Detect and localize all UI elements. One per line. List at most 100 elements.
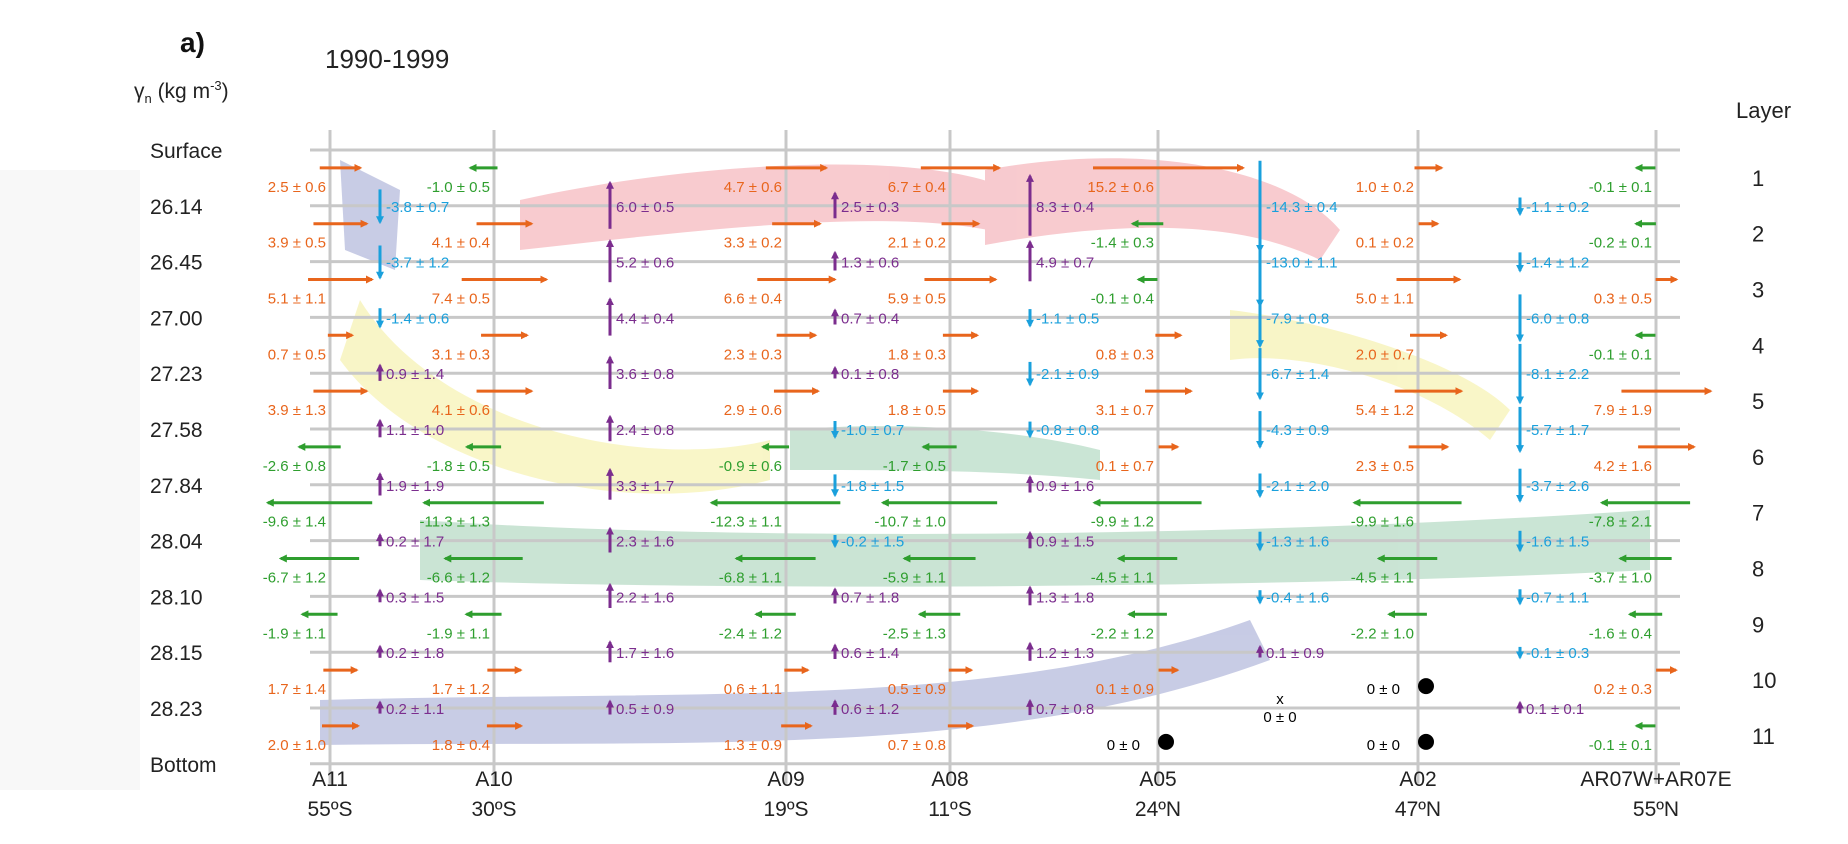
transport-label: -5.9 ± 1.1 — [883, 570, 946, 587]
transport-label: -0.7 ± 1.1 — [1526, 589, 1589, 606]
yellow-band-south — [340, 300, 770, 494]
density-label: Bottom — [150, 754, 217, 777]
transport-label: 3.3 ± 0.2 — [724, 235, 782, 252]
panel-label: a) — [180, 27, 205, 58]
section-latitude: 30ºS — [471, 798, 516, 821]
bottom-northward-band — [320, 620, 1270, 745]
transport-label: -5.7 ± 1.7 — [1526, 422, 1589, 439]
yellow-band-north — [1230, 310, 1510, 440]
transport-label: 5.2 ± 0.6 — [616, 255, 674, 272]
transport-label: 2.4 ± 0.8 — [616, 422, 674, 439]
transport-label: 4.1 ± 0.4 — [432, 235, 490, 252]
transport-label: 1.8 ± 0.5 — [888, 402, 946, 419]
transport-label: 0 ± 0 — [1367, 737, 1400, 754]
density-label: 27.84 — [150, 475, 203, 498]
transport-label: 0.5 ± 0.9 — [888, 681, 946, 698]
transport-label: 1.3 ± 0.6 — [841, 255, 899, 272]
transport-label: 7.4 ± 0.5 — [432, 291, 490, 308]
transport-label: 5.0 ± 1.1 — [1356, 291, 1414, 308]
transport-label: -2.2 ± 1.0 — [1351, 625, 1414, 642]
transport-label: -1.4 ± 0.3 — [1091, 235, 1154, 252]
layer-number: 5 — [1752, 389, 1764, 414]
transport-label: 3.6 ± 0.8 — [616, 366, 674, 383]
transport-label: 0 ± 0 — [1367, 681, 1400, 698]
section-latitude: 47ºN — [1395, 798, 1441, 821]
transport-label: -1.1 ± 0.2 — [1526, 199, 1589, 216]
transport-label: 0.3 ± 0.5 — [1594, 291, 1652, 308]
transport-label: -1.9 ± 1.1 — [427, 625, 490, 642]
layer-number: 11 — [1752, 724, 1775, 749]
transport-label: 3.9 ± 0.5 — [268, 235, 326, 252]
transport-label: 1.2 ± 1.3 — [1036, 645, 1094, 662]
transport-label: -1.6 ± 1.5 — [1526, 534, 1589, 551]
transport-label: 5.4 ± 1.2 — [1356, 402, 1414, 419]
zero-cross-mark: x — [1276, 691, 1284, 708]
transport-label: 0.1 ± 0.9 — [1266, 645, 1324, 662]
left-watermark — [0, 170, 140, 790]
density-grid — [310, 148, 1680, 766]
transport-label: -1.8 ± 0.5 — [427, 458, 490, 475]
transport-label: 4.1 ± 0.6 — [432, 402, 490, 419]
transport-label: -6.6 ± 1.2 — [427, 570, 490, 587]
transport-label: -9.6 ± 1.4 — [263, 514, 326, 531]
transport-label: 6.0 ± 0.5 — [616, 199, 674, 216]
transport-label: -0.9 ± 0.6 — [719, 458, 782, 475]
transport-label: -8.1 ± 2.2 — [1526, 366, 1589, 383]
transport-label: 2.0 ± 0.7 — [1356, 346, 1414, 363]
density-label: 26.14 — [150, 196, 203, 219]
transport-label: 2.3 ± 1.6 — [616, 534, 674, 551]
density-label: 28.10 — [150, 586, 203, 609]
transport-label: 2.5 ± 0.3 — [841, 199, 899, 216]
transport-label: 0.7 ± 1.8 — [841, 589, 899, 606]
transport-label: -3.7 ± 2.6 — [1526, 478, 1589, 495]
transport-label: -0.2 ± 1.5 — [841, 534, 904, 551]
density-label: 26.45 — [150, 252, 203, 275]
y-axis-symbol: γ — [134, 80, 145, 103]
y-axis-label: γn (kg m-3) — [134, 78, 229, 106]
transport-label: -7.8 ± 2.1 — [1589, 514, 1652, 531]
transport-label: 2.9 ± 0.6 — [724, 402, 782, 419]
transport-label: 1.8 ± 0.4 — [432, 737, 490, 754]
transport-label: -6.0 ± 0.8 — [1526, 310, 1589, 327]
section-latitude: 55ºS — [307, 798, 352, 821]
transport-label: 2.1 ± 0.2 — [888, 235, 946, 252]
y-axis-subscript: n — [145, 91, 152, 106]
transport-label: 0.2 ± 0.3 — [1594, 681, 1652, 698]
transport-label: 1.7 ± 1.2 — [432, 681, 490, 698]
mid-southward-band — [790, 426, 1100, 480]
layer-number: 2 — [1752, 222, 1764, 247]
density-label: Surface — [150, 140, 222, 163]
transport-label: 0.1 ± 0.9 — [1096, 681, 1154, 698]
transport-label: 0.6 ± 1.2 — [841, 701, 899, 718]
upper-northward-band-east — [985, 158, 1340, 260]
transport-label: 8.3 ± 0.4 — [1036, 199, 1094, 216]
transport-label: 3.9 ± 1.3 — [268, 402, 326, 419]
transport-label: 1.1 ± 1.0 — [386, 422, 444, 439]
section-latitude: 19ºS — [763, 798, 808, 821]
transport-label: 4.4 ± 0.4 — [616, 310, 674, 327]
transport-label: -0.1 ± 0.3 — [1526, 645, 1589, 662]
section-name: A05 — [1139, 768, 1176, 791]
transport-label: -3.8 ± 0.7 — [386, 199, 449, 216]
layer-number: 7 — [1752, 501, 1764, 526]
section-latitude: 55ºN — [1633, 798, 1679, 821]
transport-label: 0.9 ± 1.5 — [1036, 534, 1094, 551]
section-name: A02 — [1399, 768, 1436, 791]
transport-label: 7.9 ± 1.9 — [1594, 402, 1652, 419]
transport-label: -6.7 ± 1.4 — [1266, 366, 1329, 383]
transport-label: 0.1 ± 0.8 — [841, 366, 899, 383]
section-latitude: 11ºS — [928, 798, 971, 821]
circulation-bands — [320, 158, 1650, 745]
transport-label: 1.0 ± 0.2 — [1356, 179, 1414, 196]
zero-transport-dot — [1158, 733, 1174, 750]
density-label: 27.00 — [150, 307, 203, 330]
transport-label: -12.3 ± 1.1 — [710, 514, 782, 531]
transport-label: -1.7 ± 0.5 — [883, 458, 946, 475]
transport-label: 1.7 ± 1.4 — [268, 681, 326, 698]
section-name: AR07W+AR07E — [1580, 768, 1731, 791]
density-label: 28.15 — [150, 642, 203, 665]
density-label: 27.58 — [150, 419, 203, 442]
transport-label: 1.7 ± 1.6 — [616, 645, 674, 662]
transport-label: -0.1 ± 0.1 — [1589, 737, 1652, 754]
